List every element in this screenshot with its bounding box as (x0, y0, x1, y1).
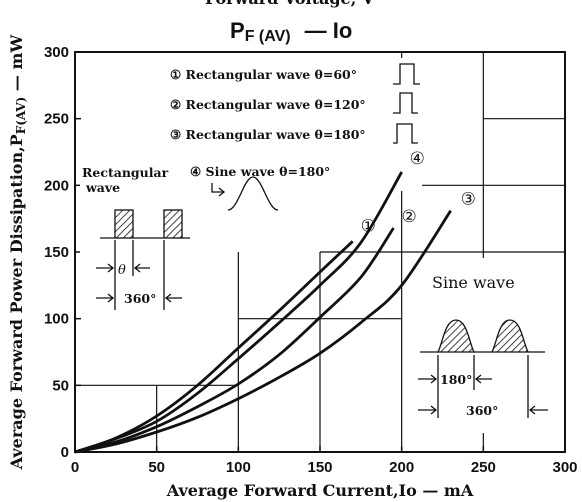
rect-theta-arrows (96, 263, 150, 273)
series-label-2: ② (402, 207, 417, 227)
rect-theta-markers (114, 240, 165, 310)
y-ticks: 0 50 100 150 200 250 300 (44, 44, 81, 461)
legend-pulse-2 (393, 92, 418, 114)
sine-inset-title: Sine wave (432, 273, 515, 292)
rect-wave-inset: Rectangular wave θ 360° (80, 154, 190, 314)
x-tick-label: 100 (226, 459, 251, 476)
x-tick-label: 200 (389, 459, 414, 476)
x-tick-label: 300 (552, 459, 577, 476)
sine-markers (437, 355, 529, 418)
sine-period-arrows (418, 405, 548, 415)
rect-inset-title-1: Rectangular (82, 165, 169, 180)
sine-hump-a (436, 319, 476, 353)
series-label-4: ④ (410, 149, 425, 169)
y-tick-label: 200 (44, 177, 69, 194)
rect-pulse-a (114, 209, 134, 239)
sine-period-label: 360° (466, 403, 498, 418)
x-tick-label: 150 (307, 459, 332, 476)
rect-pulse-b (163, 209, 183, 239)
series-line-4 (74, 171, 403, 454)
curves (74, 171, 452, 454)
rect-period-arrows (96, 276, 182, 310)
legend-sine-glyph (211, 176, 279, 211)
legend-entry-4: ④ Sine wave θ=180° (190, 164, 330, 179)
x-tick-label: 50 (148, 459, 165, 476)
sine-conduction-arrows (418, 374, 492, 384)
x-ticks: 0 50 100 150 200 250 300 (71, 446, 578, 476)
sine-inset-background (405, 258, 555, 433)
legend-background (166, 58, 422, 191)
legend-pulse-3 (393, 123, 418, 144)
legend-entry-2: ② Rectangular wave θ=120° (170, 97, 366, 112)
header-partial: Forward Voltage, V (205, 0, 375, 8)
y-axis-title-sub: F(AV) (14, 97, 28, 135)
chart-title-sub: F (AV) (245, 28, 291, 45)
x-axis-title: Average Forward Current,Io — mA (166, 481, 474, 500)
y-tick-label: 150 (44, 244, 69, 261)
series-line-2 (74, 227, 395, 454)
sine-conduction-label: 180° (440, 372, 472, 387)
legend-entry-3: ③ Rectangular wave θ=180° (170, 127, 366, 142)
chart-title-main: P (230, 18, 245, 43)
y-tick-label: 300 (44, 44, 69, 61)
x-tick-label: 0 (71, 459, 79, 476)
series-line-3 (74, 209, 452, 454)
rect-theta-label: θ (118, 263, 126, 278)
y-tick-label: 250 (44, 111, 69, 128)
sine-wave-inset: Sine wave 180° 360° (405, 258, 555, 433)
y-axis-title: Average Forward Power Dissipation,PF(AV)… (7, 34, 28, 471)
y-tick-label: 50 (52, 377, 69, 394)
legend-pulse-1 (393, 63, 420, 85)
x-tick-label: 250 (471, 459, 496, 476)
legend-entry-1: ① Rectangular wave θ=60° (170, 67, 357, 82)
rect-period-label: 360° (124, 291, 156, 306)
curve-labels: ① ② ③ ④ (361, 149, 476, 236)
series-label-3: ③ (461, 190, 476, 210)
chart-title-tail: — Io (305, 18, 353, 43)
sine-hump-b (490, 319, 530, 353)
rect-inset-title-2: wave (85, 180, 120, 195)
series-label-1: ① (361, 216, 376, 236)
y-axis-title-main: Average Forward Power Dissipation,P (7, 134, 26, 470)
y-tick-label: 100 (44, 311, 69, 328)
y-axis-title-tail: — mW (7, 34, 26, 97)
chart-title: PF (AV) — Io (230, 18, 352, 45)
y-tick-label: 0 (61, 444, 69, 461)
